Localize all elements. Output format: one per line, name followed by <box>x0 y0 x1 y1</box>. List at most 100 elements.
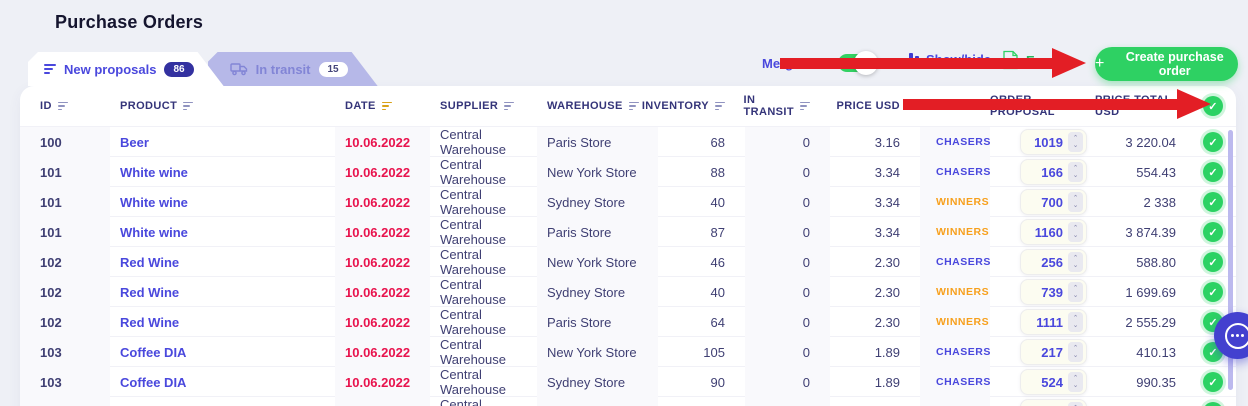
sort-icon[interactable] <box>628 101 639 111</box>
tab-in-transit[interactable]: In transit 15 <box>208 52 378 86</box>
cell-product-link[interactable]: White wine <box>120 224 188 240</box>
cell-product-link[interactable]: White wine <box>120 194 188 210</box>
col-header-check: ✓ <box>1190 86 1236 126</box>
cell-in-transit: 0 <box>745 367 830 397</box>
stepper-arrows-icon[interactable]: ⌃⌄ <box>1068 252 1083 272</box>
col-header-price-usd[interactable]: PRICE USD <box>836 100 900 112</box>
header-check-icon[interactable]: ✓ <box>1203 96 1223 116</box>
table-row[interactable]: 102 Red Wine 10.06.2022 Central Warehous… <box>20 276 1236 307</box>
order-proposal-input[interactable]: 1172 ⌃⌄ <box>1020 399 1087 406</box>
cell-order-proposal: 256 ⌃ ⌄ <box>990 247 1095 277</box>
col-header-product[interactable]: PRODUCT <box>110 86 335 126</box>
table-row[interactable]: 101 White wine 10.06.2022 Central Wareho… <box>20 216 1236 247</box>
row-check-icon[interactable]: ✓ <box>1203 402 1223 406</box>
col-header-in-transit[interactable]: IN TRANSIT <box>744 86 830 126</box>
order-proposal-input[interactable]: 217 ⌃ ⌄ <box>1020 339 1087 365</box>
show-hide-columns-button[interactable]: Show/hide <box>903 52 991 67</box>
cell-id: 103 <box>20 397 110 406</box>
col-header-id[interactable]: ID <box>20 86 110 126</box>
col-header-type[interactable]: TYPE <box>936 100 967 112</box>
stepper-arrows-icon[interactable]: ⌃⌄ <box>1068 402 1083 406</box>
merge-orders-toggle[interactable] <box>838 51 878 75</box>
row-check-icon[interactable]: ✓ <box>1203 222 1223 242</box>
cell-product-link[interactable]: White wine <box>120 164 188 180</box>
stepper-arrows-icon[interactable]: ⌃⌄ <box>1068 162 1083 182</box>
table-row[interactable]: 101 White wine 10.06.2022 Central Wareho… <box>20 156 1236 187</box>
table-row[interactable]: 103 Coffee DIA 10.06.2022 Central Wareho… <box>20 366 1236 397</box>
table-row[interactable]: 103 Coffee DIA 10.06.2022 Central Wareho… <box>20 396 1236 406</box>
cell-price-total: 2 215.48 <box>1095 397 1190 406</box>
sort-icon[interactable] <box>504 101 515 111</box>
cell-id: 102 <box>20 307 110 337</box>
stepper-arrows-icon[interactable]: ⌃⌄ <box>1068 282 1083 302</box>
cell-supplier: Central Warehouse <box>440 367 506 397</box>
cell-supplier: Central Warehouse <box>440 127 506 157</box>
cell-order-proposal: 524 ⌃ ⌄ <box>990 367 1095 397</box>
export-xls-button[interactable]: xls Export <box>1002 50 1067 70</box>
row-check-icon[interactable]: ✓ <box>1203 282 1223 302</box>
stepper-arrows-icon[interactable]: ⌃⌄ <box>1068 372 1083 392</box>
order-proposal-input[interactable]: 256 ⌃ ⌄ <box>1020 249 1087 275</box>
order-proposal-input[interactable]: 739 ⌃ ⌄ <box>1020 279 1087 305</box>
cell-price: 1.89 <box>874 344 900 360</box>
sort-icon[interactable] <box>57 101 68 111</box>
cell-supplier: Central Warehouse <box>440 217 506 247</box>
cell-type-badge: WINNERS <box>920 307 990 337</box>
cell-warehouse: Sydney Store <box>537 187 658 217</box>
cell-product-link[interactable]: Red Wine <box>120 284 180 300</box>
cell-product-link[interactable]: Red Wine <box>120 314 180 330</box>
sort-icon-active[interactable] <box>381 101 392 111</box>
row-check-icon[interactable]: ✓ <box>1203 132 1223 152</box>
row-check-icon[interactable]: ✓ <box>1203 162 1223 182</box>
order-proposal-input[interactable]: 166 ⌃ ⌄ <box>1020 159 1087 185</box>
cell-product-link[interactable]: Coffee DIA <box>110 397 335 406</box>
row-check-icon[interactable]: ✓ <box>1203 192 1223 212</box>
vertical-scrollbar[interactable] <box>1228 130 1233 390</box>
export-label: Export <box>1026 52 1068 68</box>
col-header-order-proposal[interactable]: ORDER PROPOSAL <box>990 94 1055 118</box>
row-check-icon[interactable]: ✓ <box>1203 252 1223 272</box>
order-proposal-input[interactable]: 524 ⌃ ⌄ <box>1020 369 1087 395</box>
stepper-arrows-icon[interactable]: ⌃⌄ <box>1068 312 1083 332</box>
row-check-icon[interactable]: ✓ <box>1203 372 1223 392</box>
cell-price-total: 3 874.39 <box>1125 224 1176 240</box>
sort-icon[interactable] <box>715 101 725 111</box>
cell-type-badge: WINNERS <box>920 217 990 247</box>
cell-warehouse: New York Store <box>537 337 658 367</box>
cell-id: 100 <box>20 127 110 157</box>
col-header-date[interactable]: DATE <box>335 86 430 126</box>
create-purchase-order-button[interactable]: + Create purchase order <box>1095 47 1238 81</box>
order-proposal-input[interactable]: 1111 ⌃ ⌄ <box>1020 309 1087 335</box>
order-proposal-input[interactable]: 1160 ⌃ ⌄ <box>1020 219 1087 245</box>
tab-new-proposals[interactable]: New proposals 86 <box>28 52 224 86</box>
sort-icon[interactable] <box>800 101 810 111</box>
cell-price: 3.34 <box>874 194 900 210</box>
col-header-inventory[interactable]: INVENTORY <box>642 86 745 126</box>
table-row[interactable]: 102 Red Wine 10.06.2022 Central Warehous… <box>20 246 1236 277</box>
cell-type-badge: WINNERS <box>920 187 990 217</box>
table-row[interactable]: 103 Coffee DIA 10.06.2022 Central Wareho… <box>20 336 1236 367</box>
cell-product-link[interactable]: Beer <box>120 134 149 150</box>
col-header-price-total-usd[interactable]: PRICE TOTAL USD <box>1095 94 1172 118</box>
stepper-arrows-icon[interactable]: ⌃⌄ <box>1068 222 1083 242</box>
sort-icon[interactable] <box>183 101 194 111</box>
svg-text:xls: xls <box>1006 58 1014 64</box>
table-row[interactable]: 100 Beer 10.06.2022 Central Warehouse Pa… <box>20 126 1236 157</box>
order-proposal-input[interactable]: 700 ⌃ ⌄ <box>1020 189 1087 215</box>
cell-type-badge: CHASERS <box>920 157 990 187</box>
cell-product-link[interactable]: Red Wine <box>120 254 180 270</box>
col-header-supplier[interactable]: SUPPLIER <box>430 86 537 126</box>
more-actions-floating-button[interactable] <box>1214 312 1248 359</box>
stepper-arrows-icon[interactable]: ⌃⌄ <box>1068 192 1083 212</box>
col-header-warehouse[interactable]: WAREHOUSE <box>537 86 658 126</box>
order-proposal-input[interactable]: 1019 ⌃ ⌄ <box>1020 129 1087 155</box>
table-row[interactable]: 102 Red Wine 10.06.2022 Central Warehous… <box>20 306 1236 337</box>
table-row[interactable]: 101 White wine 10.06.2022 Central Wareho… <box>20 186 1236 217</box>
cell-product-link[interactable]: Coffee DIA <box>120 374 187 390</box>
cell-date: 10.06.2022 <box>335 157 430 187</box>
cell-price-total: 554.43 <box>1136 164 1176 180</box>
stepper-arrows-icon[interactable]: ⌃⌄ <box>1068 342 1083 362</box>
stepper-arrows-icon[interactable]: ⌃⌄ <box>1068 132 1083 152</box>
cell-price: 3.34 <box>874 224 900 240</box>
cell-product-link[interactable]: Coffee DIA <box>120 344 187 360</box>
